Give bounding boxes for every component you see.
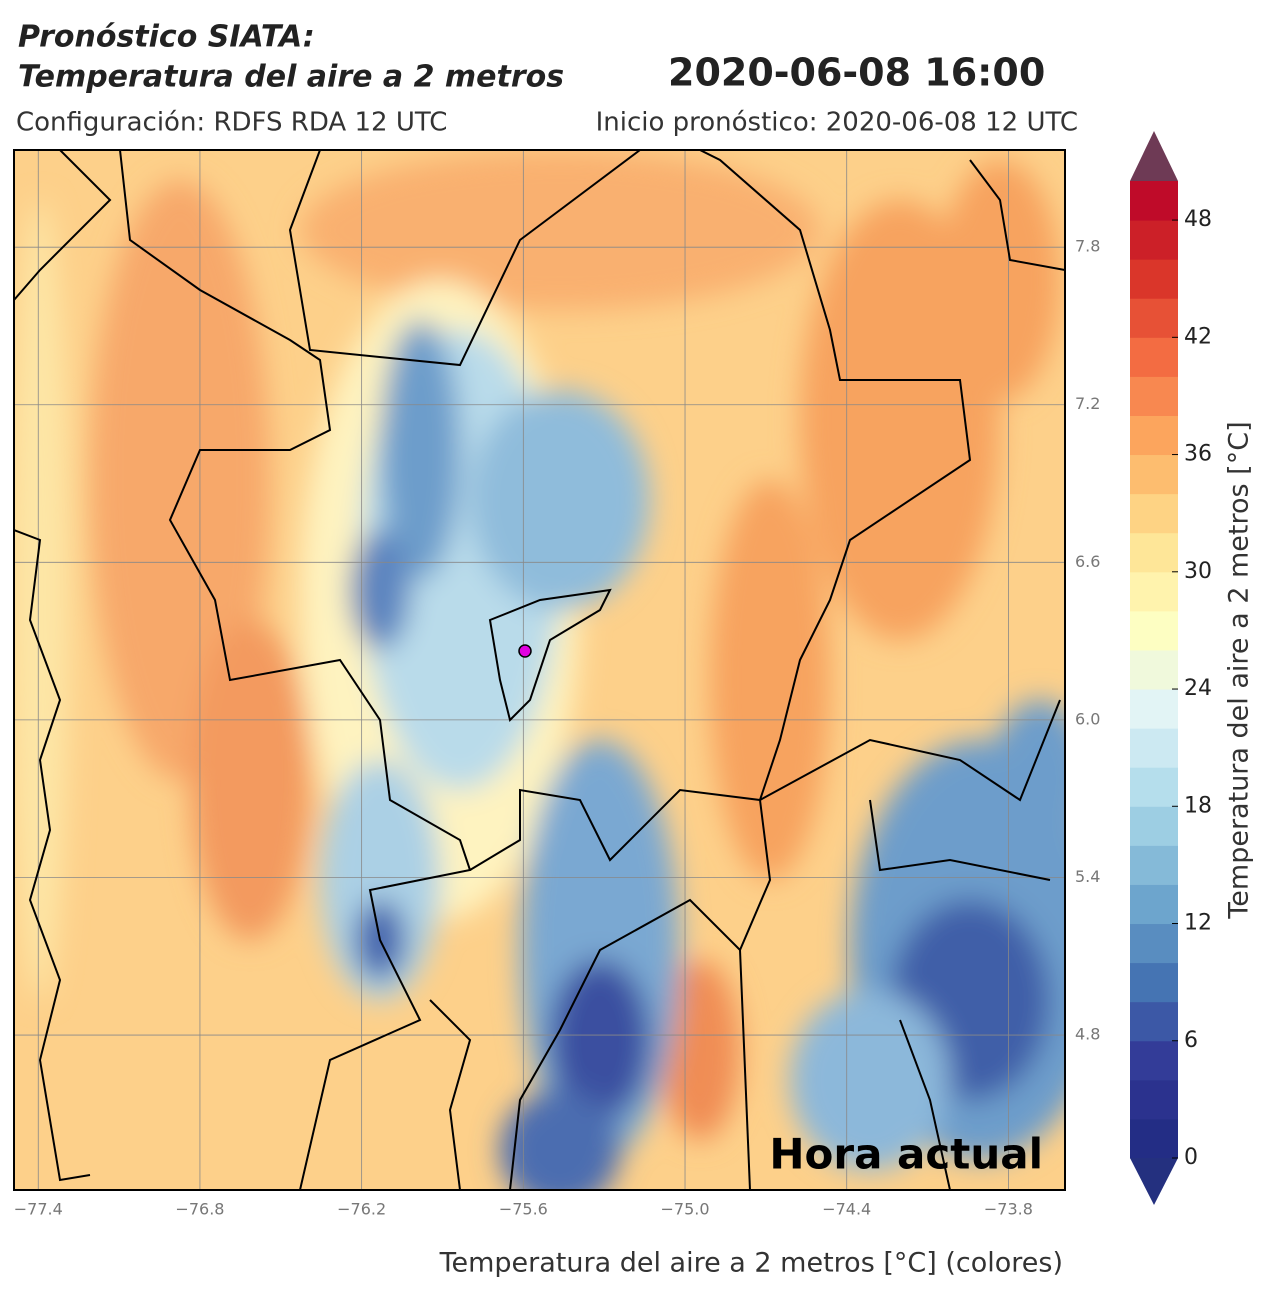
colorbar-segment [1130,415,1178,456]
colorbar: 0 6 12 18 24 30 36 42 48 [1130,131,1212,1205]
colorbar-segment [1130,884,1178,925]
colorbar-segment [1130,1040,1178,1081]
colorbar-segment [1130,493,1178,534]
colorbar-tick-label: 0 [1184,1145,1198,1170]
y-tick-label: 6.6 [1075,552,1100,571]
colorbar-tick-label: 48 [1184,207,1212,232]
x-tick-label: −73.8 [984,1200,1033,1219]
x-axis-label: Temperatura del aire a 2 metros [°C] (co… [439,1248,1063,1279]
colorbar-segment [1130,1079,1178,1120]
colorbar-segment [1130,376,1178,416]
colorbar-tick-label: 24 [1184,676,1212,701]
colorbar-extend-under [1130,1158,1178,1205]
colorbar-tick-label: 36 [1184,442,1212,467]
y-tick-label: 7.8 [1075,237,1100,256]
colorbar-segment [1130,1118,1178,1159]
colorbar-tick-label: 18 [1184,793,1212,818]
map-frame [13,149,1066,1191]
temperature-field [14,150,1065,1190]
x-tick-label: −75.0 [661,1200,710,1219]
colorbar-tick-label: 12 [1184,911,1212,936]
colorbar-segment [1130,806,1178,846]
colorbar-segment [1130,649,1178,690]
colorbar-tick-label: 6 [1184,1028,1198,1053]
colorbar-segment [1130,259,1178,299]
x-tick-label: −75.6 [499,1200,548,1219]
colorbar-tick-label: 30 [1184,559,1212,584]
colorbar-segment [1130,845,1178,885]
colorbar-segment [1130,298,1178,338]
y-tick-label: 6.0 [1075,709,1100,728]
colorbar-segment [1130,923,1178,964]
title-line: Pronóstico SIATA: [18,20,315,55]
colorbar-segment [1130,181,1178,221]
colorbar-segment [1130,610,1178,651]
forecast-start: Inicio pronóstico: 2020-06-08 12 UTC [596,108,1078,138]
colorbar-label: Temperatura del aire a 2 metros [°C] [1224,421,1255,919]
title-line: Temperatura del aire a 2 metros [18,60,564,95]
datetime: 2020-06-08 16:00 [668,51,1045,95]
y-tick-label: 4.8 [1075,1025,1100,1044]
x-tick-label: −77.4 [14,1200,63,1219]
colorbar-tick-label: 42 [1184,324,1212,349]
y-tick-label: 5.4 [1075,867,1100,886]
colorbar-segment [1130,1001,1178,1042]
colorbar-segment [1130,337,1178,377]
colorbar-segment [1130,571,1178,612]
annotation: Hora actual [769,1130,1043,1179]
y-tick-label: 7.2 [1075,394,1100,413]
colorbar-segment [1130,220,1178,260]
configuration: Configuración: RDFS RDA 12 UTC [16,108,447,138]
colorbar-segment [1130,767,1178,807]
x-tick-label: −76.8 [175,1200,224,1219]
colorbar-segment [1130,962,1178,1003]
colorbar-segment [1130,728,1178,768]
x-tick-label: −74.4 [822,1200,871,1219]
colorbar-segment [1130,532,1178,573]
colorbar-segment [1130,689,1178,729]
x-tick-label: −76.2 [337,1200,386,1219]
colorbar-segment [1130,454,1178,495]
colorbar-extend-over [1130,131,1178,181]
